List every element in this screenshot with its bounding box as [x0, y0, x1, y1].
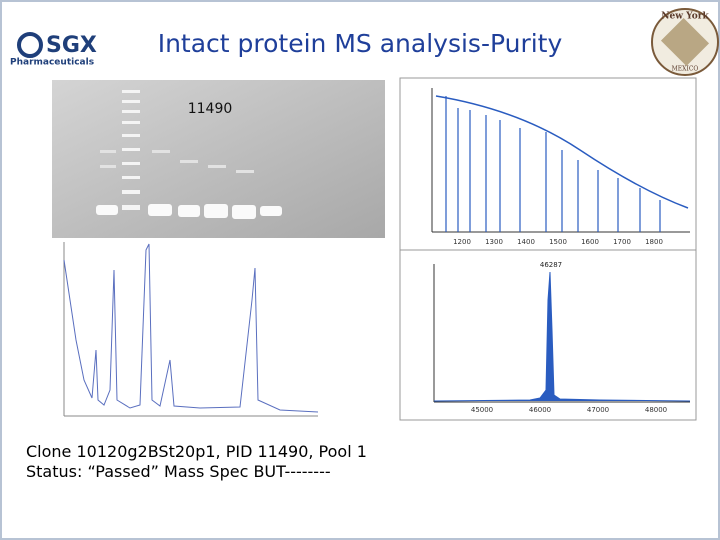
chromatogram-image: [52, 238, 330, 426]
spectrum-bottom-peak: [433, 271, 691, 402]
x-tick-label: 48000: [645, 406, 667, 414]
logo-subtitle: Pharmaceuticals: [10, 58, 94, 68]
emblem: New York MEXICO: [651, 8, 719, 76]
emblem-top-text: New York: [661, 12, 709, 22]
gel-image: 11490: [52, 80, 385, 238]
spectrum-top-frame: [399, 77, 697, 251]
peak-label: 46287: [540, 261, 562, 269]
caption-line: Status: “Passed” Mass Spec BUT--------: [26, 462, 331, 481]
gel-faint-bands: [100, 150, 254, 173]
x-tick-label: 1500: [549, 238, 567, 246]
x-tick-label: 1700: [613, 238, 631, 246]
caption-line: Clone 10120g2BSt20p1, PID 11490, Pool 1: [26, 442, 367, 461]
x-tick-label: 46000: [529, 406, 551, 414]
chromatogram-background: [52, 238, 330, 426]
gel-label: 11490: [188, 101, 233, 117]
logo-text: SGX: [46, 33, 97, 58]
x-tick-label: 45000: [471, 406, 493, 414]
spectrum-top-peaks: [445, 96, 661, 232]
gel-ladder: [122, 90, 140, 210]
x-tick-label: 1800: [645, 238, 663, 246]
x-tick-label: 1400: [517, 238, 535, 246]
x-tick-label: 1600: [581, 238, 599, 246]
gel-bands: [96, 204, 282, 219]
spectrum-bottom: 46287 45000 46000 47000 48000: [399, 249, 697, 421]
logo-mark: [17, 32, 43, 58]
spectrum-top-envelope: [435, 95, 689, 209]
chromatogram-trace: [63, 243, 319, 413]
x-tick-label: 1200: [453, 238, 471, 246]
emblem-diamond: [660, 17, 710, 67]
logo: SGX Pharmaceuticals: [10, 32, 97, 68]
emblem-bottom-text: MEXICO: [672, 66, 699, 73]
slide-title: Intact protein MS analysis-Purity: [158, 29, 563, 58]
x-tick-label: 47000: [587, 406, 609, 414]
spectrum-top: 1200 1300 1400 1500 1600 1700 1800: [399, 77, 697, 251]
x-tick-label: 1300: [485, 238, 503, 246]
